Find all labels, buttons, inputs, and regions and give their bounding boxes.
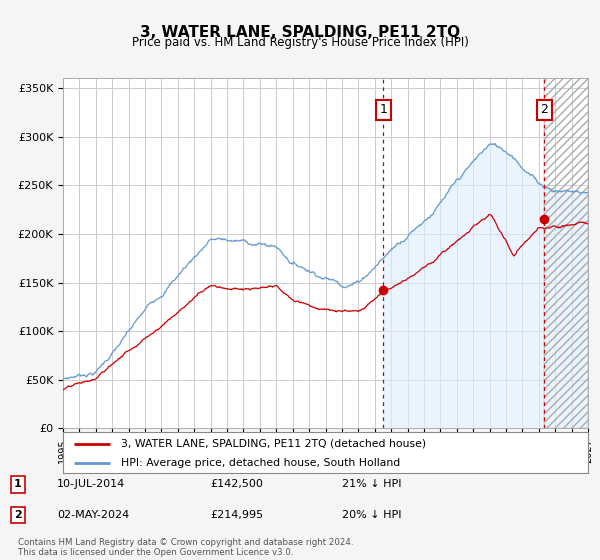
Text: 21% ↓ HPI: 21% ↓ HPI bbox=[342, 479, 401, 489]
Text: 2: 2 bbox=[14, 510, 22, 520]
Text: Contains HM Land Registry data © Crown copyright and database right 2024.
This d: Contains HM Land Registry data © Crown c… bbox=[18, 538, 353, 557]
Text: 2: 2 bbox=[540, 104, 548, 116]
Text: 1: 1 bbox=[14, 479, 22, 489]
Text: 20% ↓ HPI: 20% ↓ HPI bbox=[342, 510, 401, 520]
Text: £142,500: £142,500 bbox=[210, 479, 263, 489]
Text: £214,995: £214,995 bbox=[210, 510, 263, 520]
Text: Price paid vs. HM Land Registry's House Price Index (HPI): Price paid vs. HM Land Registry's House … bbox=[131, 36, 469, 49]
Text: 02-MAY-2024: 02-MAY-2024 bbox=[57, 510, 129, 520]
Text: 10-JUL-2014: 10-JUL-2014 bbox=[57, 479, 125, 489]
Text: 1: 1 bbox=[379, 104, 388, 116]
Text: HPI: Average price, detached house, South Holland: HPI: Average price, detached house, Sout… bbox=[121, 458, 400, 468]
Text: 3, WATER LANE, SPALDING, PE11 2TQ: 3, WATER LANE, SPALDING, PE11 2TQ bbox=[140, 25, 460, 40]
Text: 3, WATER LANE, SPALDING, PE11 2TQ (detached house): 3, WATER LANE, SPALDING, PE11 2TQ (detac… bbox=[121, 439, 426, 449]
